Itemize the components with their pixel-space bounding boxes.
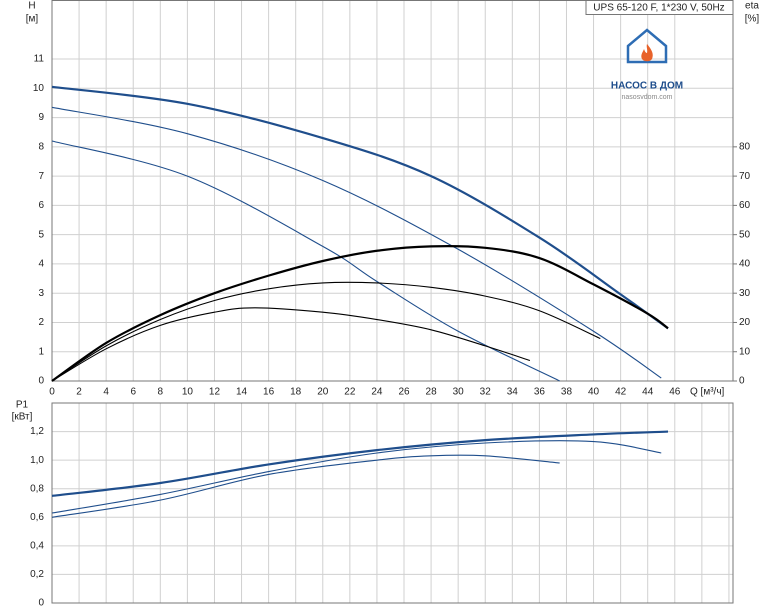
- curve: [51, 85, 669, 330]
- curve: [51, 244, 669, 382]
- x-tick-label: 10: [182, 387, 194, 398]
- y-tick-label: 10: [33, 83, 45, 94]
- curve: [51, 106, 662, 379]
- y2-tick-label: 10: [739, 346, 751, 357]
- y-tick-label: 5: [38, 229, 44, 240]
- y-tick-label: 0,6: [30, 512, 44, 523]
- x-tick-label: 22: [344, 387, 356, 398]
- x-tick-label: 32: [480, 387, 492, 398]
- y-tick-label: 1,2: [30, 426, 44, 437]
- curve: [51, 440, 662, 514]
- logo-house: [626, 28, 668, 64]
- y2-axis-label: eta: [745, 1, 759, 12]
- x-tick-label: 38: [561, 387, 573, 398]
- y2-tick-label: 20: [739, 317, 751, 328]
- logo-flame: [641, 44, 653, 62]
- y-tick-label: 3: [38, 288, 44, 299]
- curve: [51, 454, 560, 518]
- y2-tick-label: 30: [739, 288, 751, 299]
- x-tick-label: 16: [263, 387, 275, 398]
- y-tick-label: 1,0: [30, 455, 44, 466]
- x-tick-label: 18: [290, 387, 302, 398]
- y2-tick-label: 80: [739, 141, 751, 152]
- y-axis-label: H: [28, 1, 35, 12]
- y-tick-label: 6: [38, 200, 44, 211]
- x-tick-label: 40: [588, 387, 600, 398]
- x-tick-label: 0: [49, 387, 55, 398]
- y-tick-label: 4: [38, 259, 44, 270]
- curve: [51, 307, 531, 382]
- x-tick-label: 36: [534, 387, 546, 398]
- curves: [51, 85, 669, 518]
- x-tick-label: 46: [669, 387, 681, 398]
- x-tick-label: 44: [642, 387, 654, 398]
- y-axis-label: P1: [16, 400, 29, 411]
- y2-tick-label: 50: [739, 229, 751, 240]
- logo-name: НАСОС В ДОМ: [611, 81, 683, 92]
- x-tick-label: 34: [507, 387, 519, 398]
- x-tick-label: 26: [398, 387, 410, 398]
- y2-tick-label: 0: [739, 376, 745, 387]
- x-tick-label: 14: [236, 387, 248, 398]
- y2-axis-unit: [%]: [745, 14, 760, 25]
- x-tick-label: 2: [76, 387, 82, 398]
- title-box: [585, 0, 734, 15]
- x-axis-label: Q [м³/ч]: [690, 387, 725, 398]
- y-tick-label: 1: [38, 346, 44, 357]
- y-tick-label: 0,8: [30, 483, 44, 494]
- y-tick-label: 0,2: [30, 569, 44, 580]
- y-tick-label: 0,4: [30, 540, 44, 551]
- y2-tick-label: 40: [739, 259, 751, 270]
- curve: [51, 140, 560, 382]
- y2-tick-label: 60: [739, 200, 751, 211]
- y-tick-label: 2: [38, 317, 44, 328]
- y-tick-label: 0: [38, 598, 44, 609]
- x-tick-label: 4: [103, 387, 109, 398]
- y-tick-label: 7: [38, 171, 44, 182]
- chart-title: UPS 65-120 F, 1*230 V, 50Hz: [593, 3, 724, 14]
- curve: [51, 281, 601, 382]
- x-tick-label: 28: [426, 387, 438, 398]
- y-tick-label: 9: [38, 112, 44, 123]
- x-tick-label: 6: [130, 387, 136, 398]
- x-tick-label: 30: [453, 387, 465, 398]
- y-tick-label: 0: [38, 376, 44, 387]
- y2-tick-label: 70: [739, 171, 751, 182]
- x-tick-label: 24: [371, 387, 383, 398]
- curve: [51, 430, 669, 497]
- y-tick-label: 8: [38, 141, 44, 152]
- x-tick-label: 8: [158, 387, 164, 398]
- x-tick-label: 42: [615, 387, 627, 398]
- x-tick-label: 20: [317, 387, 329, 398]
- logo: НАСОС В ДОМ nasosvdom.com: [611, 28, 683, 101]
- y-tick-label: 11: [34, 54, 45, 65]
- y-axis-unit: [м]: [26, 14, 39, 25]
- y-axis-unit: [кВт]: [12, 412, 33, 423]
- plot-frame: [51, 402, 734, 604]
- plot-frame: [51, 0, 734, 382]
- logo-site: nasosvdom.com: [622, 94, 673, 101]
- x-tick-label: 12: [209, 387, 221, 398]
